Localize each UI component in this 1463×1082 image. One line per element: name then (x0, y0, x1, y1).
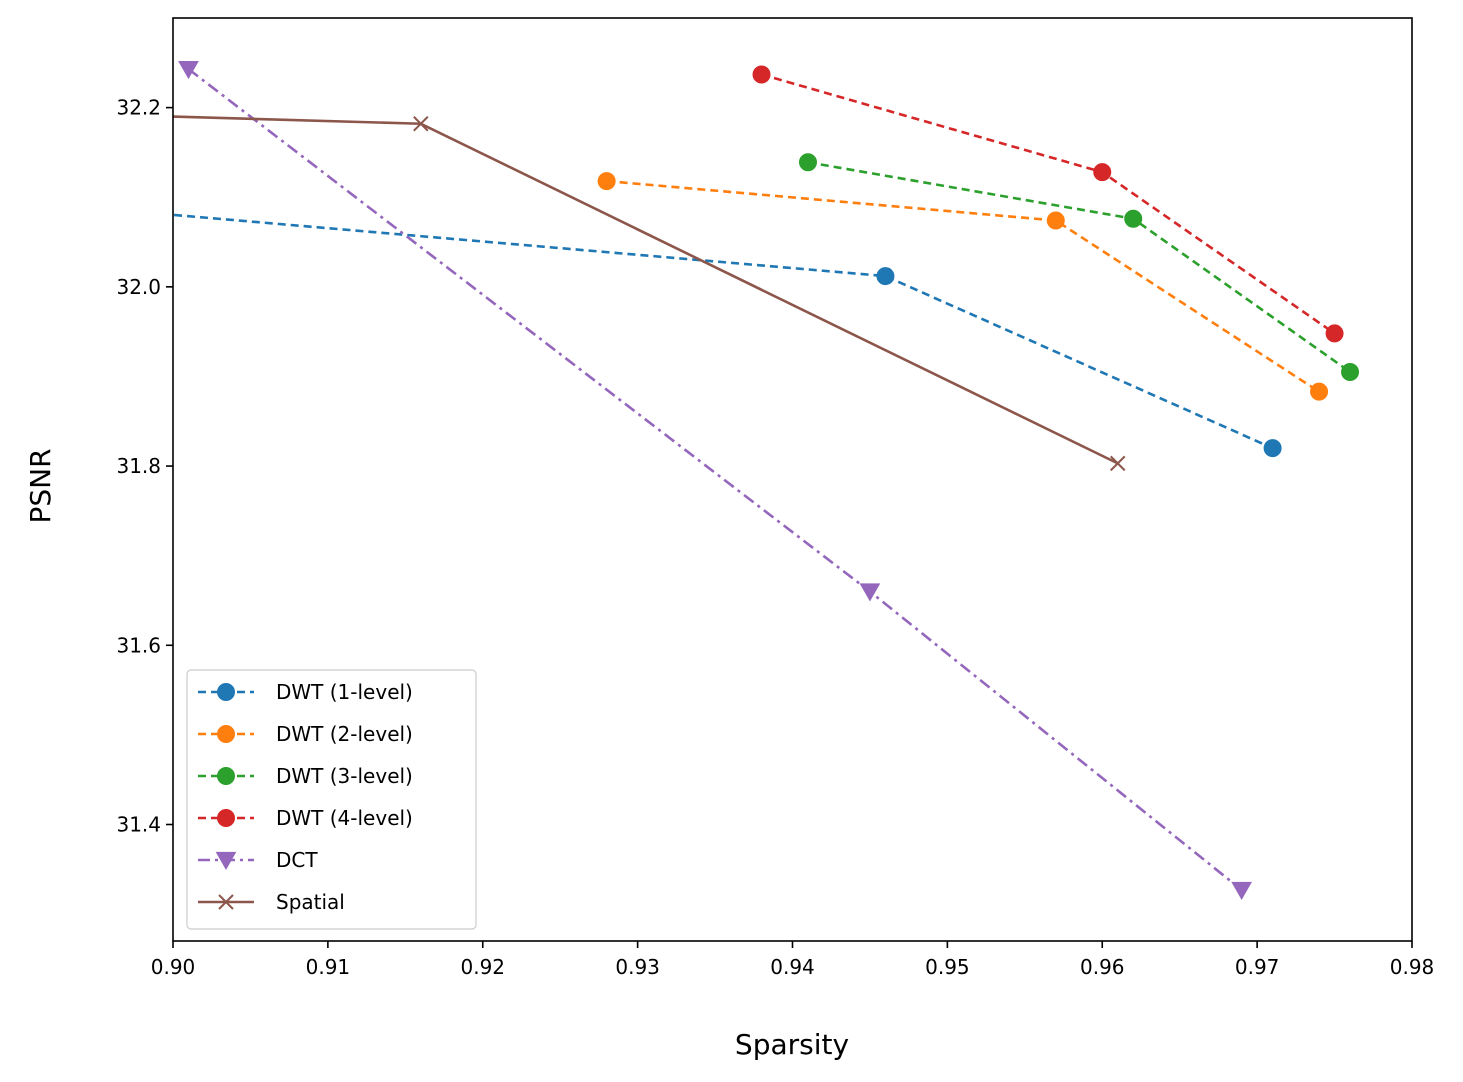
legend-label: Spatial (276, 890, 345, 914)
data-point (1231, 881, 1252, 900)
y-tick-label: 31.4 (116, 813, 161, 837)
data-point (1093, 163, 1112, 182)
series-layer (173, 60, 1360, 900)
legend-entry: DWT (1-level) (198, 680, 413, 704)
x-tick-label: 0.98 (1390, 955, 1435, 979)
data-point (597, 172, 616, 191)
y-tick-label: 32.0 (116, 275, 161, 299)
data-point (1325, 324, 1344, 343)
data-point (859, 583, 881, 602)
legend-entry: DWT (2-level) (198, 722, 413, 746)
legend-marker (217, 683, 235, 701)
legend-entry: DWT (3-level) (198, 764, 413, 788)
legend-entry: DWT (4-level) (198, 806, 413, 830)
series-line (173, 213, 1274, 450)
data-point (1046, 211, 1065, 230)
x-tick-label: 0.97 (1235, 955, 1280, 979)
data-point (1110, 455, 1126, 472)
data-point (876, 267, 895, 286)
legend-label: DCT (276, 848, 318, 872)
legend-label: DWT (2-level) (276, 722, 413, 746)
data-point (1124, 209, 1143, 228)
x-tick-label: 0.93 (615, 955, 660, 979)
x-tick-label: 0.91 (306, 955, 351, 979)
data-point (752, 65, 771, 84)
data-point (1310, 382, 1329, 401)
y-tick-label: 31.6 (116, 633, 161, 657)
legend-label: DWT (3-level) (276, 764, 413, 788)
legend-label: DWT (4-level) (276, 806, 413, 830)
legend-marker (217, 767, 235, 785)
x-tick-label: 0.94 (770, 955, 815, 979)
data-point (1341, 362, 1360, 381)
y-axis: 31.4 31.6 31.8 32.0 32.2 (116, 96, 173, 837)
x-tick-label: 0.96 (1080, 955, 1125, 979)
legend-marker (217, 725, 235, 743)
y-tick-label: 32.2 (116, 96, 161, 120)
data-point (413, 116, 429, 132)
data-point (798, 153, 817, 172)
x-tick-label: 0.92 (460, 955, 505, 979)
legend-marker (215, 851, 237, 871)
legend-marker (218, 894, 234, 910)
y-tick-label: 31.8 (116, 454, 161, 478)
data-point (178, 60, 199, 80)
x-axis-title: Sparsity (735, 1028, 849, 1061)
legend-marker (217, 809, 235, 827)
legend-label: DWT (1-level) (276, 680, 413, 704)
y-axis-title: PSNR (24, 448, 57, 523)
legend-frame (186, 669, 477, 930)
legend-entry: Spatial (198, 890, 345, 914)
x-axis: 0.90 0.91 0.92 0.93 0.94 0.95 0.96 0.97 0.98 (151, 941, 1435, 979)
series-line (606, 179, 1320, 393)
data-point (1263, 439, 1282, 458)
legend-entry: DCT (198, 848, 318, 872)
x-tick-label: 0.95 (925, 955, 970, 979)
x-tick-label: 0.90 (151, 955, 196, 979)
legend: DWT (1-level) DWT (2-level) DWT (3-level) D… (186, 669, 477, 930)
